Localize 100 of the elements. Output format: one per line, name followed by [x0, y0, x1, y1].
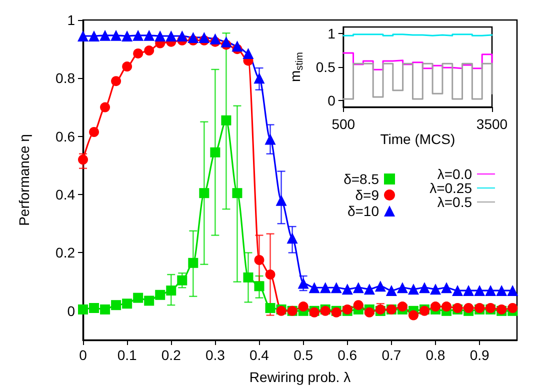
point	[144, 46, 154, 56]
point	[408, 284, 419, 295]
point	[78, 154, 88, 165]
point	[111, 76, 122, 86]
point	[166, 286, 176, 296]
point	[111, 300, 122, 310]
point	[342, 284, 353, 295]
point	[122, 30, 133, 42]
point	[276, 194, 287, 206]
point	[397, 302, 408, 312]
point	[199, 188, 210, 198]
y-tick-label: 0.8	[56, 70, 76, 86]
point	[78, 304, 88, 314]
x-tick-label: 0.2	[161, 347, 182, 363]
point	[88, 30, 100, 42]
point	[78, 30, 88, 42]
point	[198, 32, 210, 43]
point	[452, 285, 464, 296]
point	[254, 255, 264, 265]
point	[89, 127, 100, 137]
point	[166, 30, 177, 42]
point	[396, 282, 408, 294]
point	[210, 33, 221, 44]
point	[242, 48, 254, 59]
point	[418, 282, 430, 294]
point	[232, 188, 242, 198]
point	[254, 281, 264, 292]
x-tick-label: 0.7	[382, 347, 402, 363]
point	[386, 285, 397, 296]
point	[100, 102, 110, 112]
point	[352, 282, 364, 294]
point	[144, 296, 154, 306]
point	[243, 272, 254, 282]
point	[122, 298, 132, 309]
point	[463, 285, 474, 296]
point	[507, 285, 518, 296]
y-tick-label: 0.5	[316, 59, 336, 75]
point	[408, 310, 418, 320]
point	[100, 304, 110, 314]
x-tick-label: 3500	[476, 116, 508, 132]
point	[264, 134, 276, 145]
point	[298, 302, 308, 312]
y-tick-label: 1	[328, 26, 336, 42]
x-tick-label: 0.6	[338, 347, 358, 363]
point	[89, 303, 100, 313]
x-tick-label: 0.3	[205, 347, 226, 363]
point	[132, 30, 144, 41]
point	[485, 285, 496, 296]
legend-label: δ=9	[355, 187, 380, 203]
point	[364, 284, 375, 295]
point	[286, 232, 298, 244]
point	[176, 30, 188, 42]
point	[154, 30, 166, 42]
x-tick-label: 0.4	[250, 347, 270, 363]
point	[210, 147, 220, 158]
point	[474, 285, 486, 296]
y-tick-label: 0.6	[56, 128, 76, 144]
legend-label: δ=8.5	[344, 171, 380, 187]
x-tick-label: 0	[79, 347, 88, 363]
point	[298, 278, 309, 289]
point	[441, 282, 452, 294]
point	[110, 30, 122, 41]
point	[232, 40, 243, 52]
point	[430, 302, 440, 312]
point	[133, 48, 144, 58]
point	[496, 285, 508, 296]
y-tick-label: 0	[67, 302, 76, 319]
point	[133, 292, 144, 303]
x-axis-title: Time (MCS)	[380, 130, 456, 147]
point	[330, 282, 342, 294]
x-tick-label: 0.8	[426, 347, 446, 363]
y-tick-label: 0.2	[56, 244, 76, 261]
point	[464, 303, 474, 313]
legend-label: λ=0.5	[437, 194, 472, 210]
point	[308, 282, 320, 294]
y-axis-title: mstim	[287, 52, 306, 82]
point	[144, 30, 155, 41]
point	[374, 280, 386, 292]
y-tick-label: 0	[328, 92, 336, 108]
y-tick-label: 1	[67, 12, 76, 28]
point	[320, 282, 331, 294]
x-tick-label: 500	[332, 116, 356, 132]
point	[122, 62, 132, 72]
y-tick-label: 0.4	[56, 186, 76, 203]
x-axis-title: Rewiring prob. λ	[249, 369, 351, 385]
point	[221, 115, 232, 126]
point	[100, 30, 111, 41]
point	[442, 302, 452, 312]
point	[353, 300, 364, 310]
y-axis-title: Performance η	[16, 134, 32, 226]
legend-label: λ=0.25	[430, 180, 472, 196]
legend-label: λ=0.0	[437, 166, 472, 182]
point	[188, 32, 199, 43]
point	[220, 36, 232, 48]
x-tick-label: 0.1	[117, 347, 137, 363]
point	[188, 258, 198, 268]
point	[364, 307, 374, 318]
point	[508, 303, 518, 313]
point	[177, 275, 188, 286]
point	[265, 270, 276, 280]
